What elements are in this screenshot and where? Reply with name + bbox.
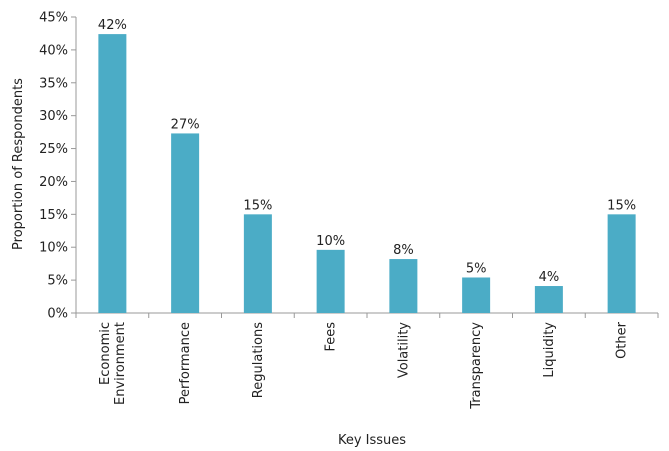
y-axis: 0% 5% 10% 15% 20% 25% 30% 35% 40% 45%	[39, 11, 77, 322]
data-label: 42%	[98, 18, 127, 33]
data-label: 5%	[466, 261, 487, 276]
data-labels: 42% 27% 15% 10% 8% 5% 4% 15%	[98, 18, 636, 285]
data-label: 4%	[539, 270, 560, 285]
x-tick-label: Liquidity	[542, 322, 557, 378]
x-tick-label: Other	[615, 321, 630, 359]
y-tick-label: 15%	[39, 208, 68, 223]
x-tick-label-line: Transparency	[469, 322, 484, 410]
x-tick-label-line: Regulations	[251, 322, 266, 398]
x-tick-label-line: Volatility	[396, 322, 411, 378]
x-tick-label-line: Fees	[324, 322, 339, 352]
x-tick-label: Regulations	[251, 322, 266, 398]
x-tick-label-line: Performance	[178, 322, 193, 404]
y-ticks: 0% 5% 10% 15% 20% 25% 30% 35% 40% 45%	[39, 11, 76, 322]
y-tick-label: 20%	[39, 175, 68, 190]
x-tick-label-line: Environment	[113, 322, 128, 405]
data-label: 15%	[607, 198, 636, 213]
x-axis-title: Key Issues	[338, 433, 406, 448]
x-tick-label: Economic Environment	[98, 322, 128, 405]
y-tick-label: 25%	[39, 142, 68, 157]
data-label: 8%	[393, 243, 414, 258]
x-tick-label: Performance	[178, 322, 193, 404]
y-axis-title: Proportion of Respondents	[11, 78, 26, 250]
y-tick-label: 40%	[39, 43, 68, 58]
x-tick-label: Transparency	[469, 322, 484, 410]
bar	[98, 34, 127, 313]
bar	[462, 277, 491, 313]
y-tick-label: 0%	[47, 307, 68, 322]
data-label: 10%	[316, 234, 345, 249]
bar	[171, 133, 200, 313]
y-tick-label: 10%	[39, 241, 68, 256]
y-tick-label: 30%	[39, 109, 68, 124]
x-ticks: Economic Environment Performance Regulation…	[75, 313, 659, 410]
x-tick-label-line: Other	[615, 321, 630, 359]
x-tick-label: Volatility	[396, 322, 411, 378]
bar	[534, 286, 563, 313]
y-tick-label: 35%	[39, 76, 68, 91]
x-axis: Economic Environment Performance Regulation…	[75, 312, 659, 410]
y-tick-label: 5%	[47, 274, 68, 289]
bar	[243, 214, 272, 313]
bars	[98, 34, 636, 313]
bar	[316, 249, 345, 313]
bar	[389, 259, 418, 313]
bar	[607, 214, 636, 313]
x-tick-label-line: Liquidity	[542, 322, 557, 378]
x-tick-label-line: Economic	[98, 322, 113, 385]
data-label: 27%	[171, 117, 200, 132]
x-tick-label: Fees	[324, 322, 339, 352]
y-tick-label: 45%	[39, 11, 68, 26]
data-label: 15%	[243, 198, 272, 213]
